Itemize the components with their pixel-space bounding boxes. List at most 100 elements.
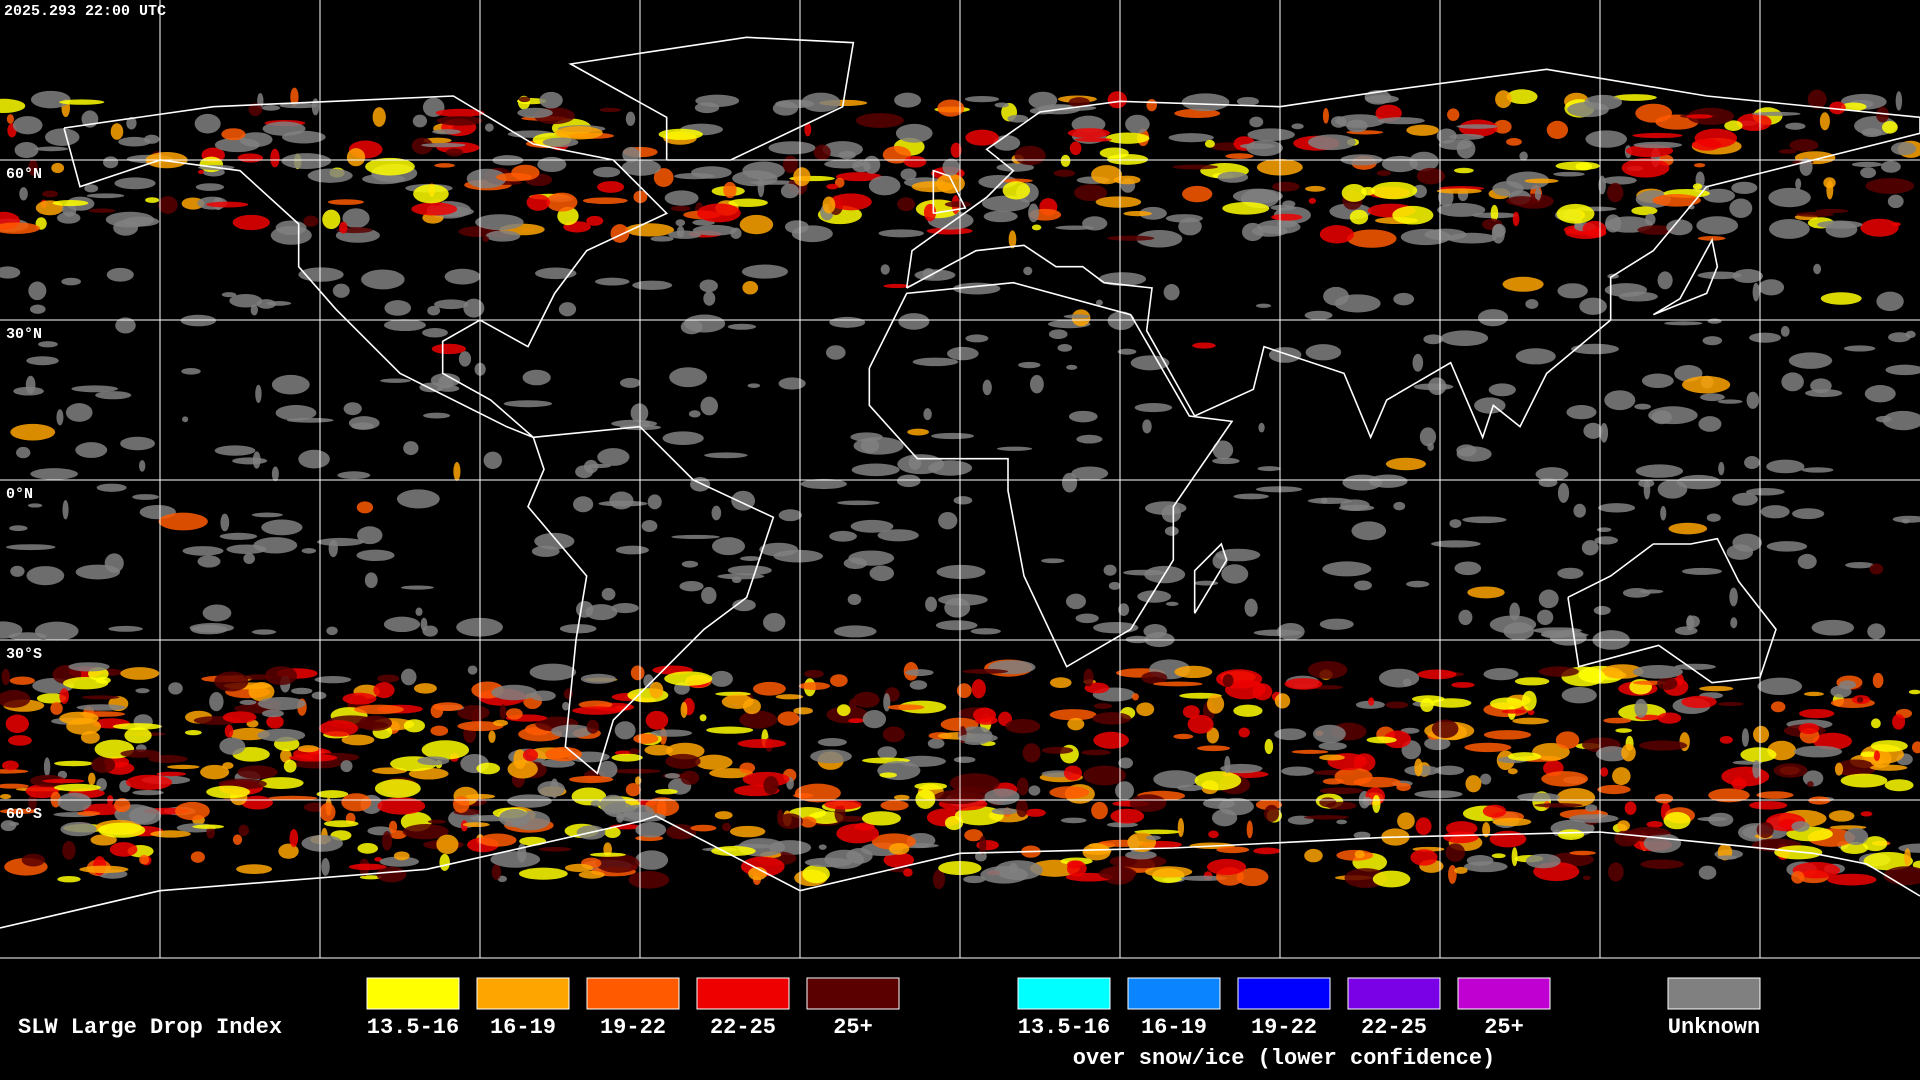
- legend-swatch: [806, 977, 900, 1010]
- cloud-pixel: [656, 799, 667, 818]
- cloud-pixel: [103, 156, 119, 169]
- cloud-pixel: [1028, 785, 1041, 796]
- cloud-pixel: [214, 445, 256, 456]
- cloud-pixel: [1028, 203, 1039, 223]
- cloud-pixel: [84, 184, 99, 193]
- cloud-pixel: [1674, 663, 1716, 670]
- cloud-pixel: [60, 821, 97, 837]
- cloud-pixel: [1887, 194, 1904, 209]
- cloud-pixel: [1074, 184, 1108, 201]
- latitude-label: 0°N: [6, 486, 33, 503]
- cloud-pixel: [1385, 701, 1409, 709]
- cloud-pixel: [1304, 848, 1323, 863]
- cloud-pixel: [721, 822, 732, 832]
- cloud-pixel: [1612, 94, 1657, 101]
- cloud-pixel: [1161, 504, 1182, 523]
- cloud-pixel: [1463, 861, 1508, 873]
- cloud-pixel: [1534, 803, 1583, 808]
- cloud-pixel: [1029, 107, 1055, 115]
- cloud-pixel: [238, 824, 250, 837]
- cloud-pixel: [1177, 818, 1185, 838]
- cloud-pixel: [1840, 842, 1869, 854]
- cloud-pixel: [403, 441, 419, 456]
- cloud-pixel: [628, 871, 670, 889]
- cloud-pixel: [970, 628, 1001, 635]
- cloud-pixel: [427, 819, 447, 824]
- cloud-pixel: [1752, 282, 1760, 302]
- cloud-pixel: [261, 709, 284, 718]
- cloud-pixel: [1640, 859, 1684, 870]
- cloud-pixel: [619, 377, 641, 388]
- legend-swatch: [476, 977, 570, 1010]
- cloud-pixel: [1778, 149, 1797, 154]
- cloud-pixel: [564, 863, 594, 872]
- cloud-pixel: [893, 794, 910, 801]
- legend-swatch: [586, 977, 680, 1010]
- cloud-pixel: [1067, 128, 1110, 139]
- cloud-pixel: [1092, 712, 1132, 725]
- cloud-pixel: [1049, 677, 1072, 689]
- cloud-pixel: [1597, 784, 1631, 795]
- cloud-pixel: [323, 820, 359, 828]
- cloud-pixel: [1697, 236, 1726, 241]
- cloud-pixel: [538, 846, 572, 852]
- cloud-pixel: [1217, 171, 1249, 183]
- cloud-pixel: [1726, 544, 1754, 560]
- cloud-pixel: [1447, 108, 1460, 122]
- cloud-pixel: [1566, 405, 1597, 420]
- cloud-pixel: [825, 345, 846, 360]
- cloud-pixel: [421, 142, 466, 148]
- cloud-pixel: [810, 749, 852, 764]
- cloud-pixel: [1492, 817, 1532, 827]
- cloud-pixel: [251, 512, 283, 518]
- cloud-pixel: [1700, 393, 1725, 402]
- cloud-pixel: [1696, 216, 1739, 235]
- cloud-pixel: [1412, 353, 1424, 372]
- cloud-pixel: [1482, 822, 1491, 838]
- cloud-pixel: [57, 875, 81, 883]
- cloud-pixel: [219, 532, 258, 540]
- cloud-pixel: [1491, 224, 1505, 244]
- legend-label: 16-19: [490, 1015, 556, 1040]
- cloud-pixel: [600, 794, 627, 815]
- cloud-pixel: [1698, 416, 1722, 432]
- cloud-pixel: [77, 811, 101, 816]
- cloud-pixel: [109, 842, 138, 857]
- cloud-pixel: [1281, 766, 1315, 776]
- cloud-pixel: [572, 706, 622, 715]
- cloud-pixel: [1633, 141, 1683, 149]
- cloud-pixel: [145, 197, 160, 203]
- cloud-pixel: [197, 555, 221, 568]
- cloud-pixel: [0, 820, 17, 832]
- cloud-pixel: [1732, 492, 1758, 506]
- coastline: [868, 281, 1234, 668]
- cloud-pixel: [665, 753, 701, 769]
- cloud-pixel: [322, 209, 341, 230]
- cloud-pixel: [699, 279, 718, 293]
- cloud-pixel: [1741, 728, 1749, 747]
- cloud-pixel: [1458, 609, 1473, 626]
- cloud-pixel: [1557, 482, 1570, 503]
- cloud-pixel: [400, 585, 434, 590]
- cloud-pixel: [430, 725, 449, 736]
- cloud-pixel: [537, 781, 565, 797]
- cloud-pixel: [1744, 456, 1760, 470]
- cloud-pixel: [1686, 615, 1700, 628]
- cloud-pixel: [932, 869, 946, 890]
- cloud-pixel: [1594, 536, 1619, 545]
- cloud-pixel: [1083, 765, 1127, 786]
- cloud-pixel: [491, 684, 538, 701]
- cloud-pixel: [784, 220, 809, 234]
- cloud-pixel: [1410, 849, 1438, 866]
- cloud-pixel: [1164, 526, 1179, 536]
- cloud-pixel: [135, 688, 150, 694]
- cloud-pixel: [261, 519, 303, 536]
- cloud-pixel: [954, 806, 1004, 826]
- cloud-pixel: [944, 201, 972, 208]
- cloud-pixel: [1008, 230, 1017, 249]
- cloud-pixel: [1490, 204, 1499, 222]
- legend-label: 16-19: [1141, 1015, 1207, 1040]
- cloud-pixel: [232, 457, 268, 465]
- cloud-pixel: [88, 772, 96, 786]
- cloud-pixel: [61, 277, 81, 286]
